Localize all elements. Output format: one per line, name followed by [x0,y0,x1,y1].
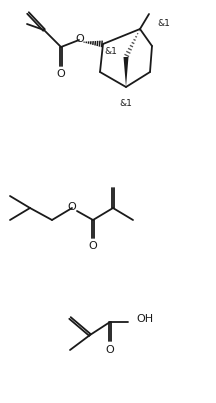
Text: OH: OH [136,314,153,324]
Text: O: O [76,34,84,44]
Text: &1: &1 [104,46,117,56]
Text: O: O [57,69,65,79]
Text: O: O [89,241,97,251]
Text: O: O [106,345,114,355]
Text: O: O [68,202,76,212]
Polygon shape [124,57,129,87]
Text: &1: &1 [120,99,132,108]
Text: &1: &1 [157,19,170,27]
